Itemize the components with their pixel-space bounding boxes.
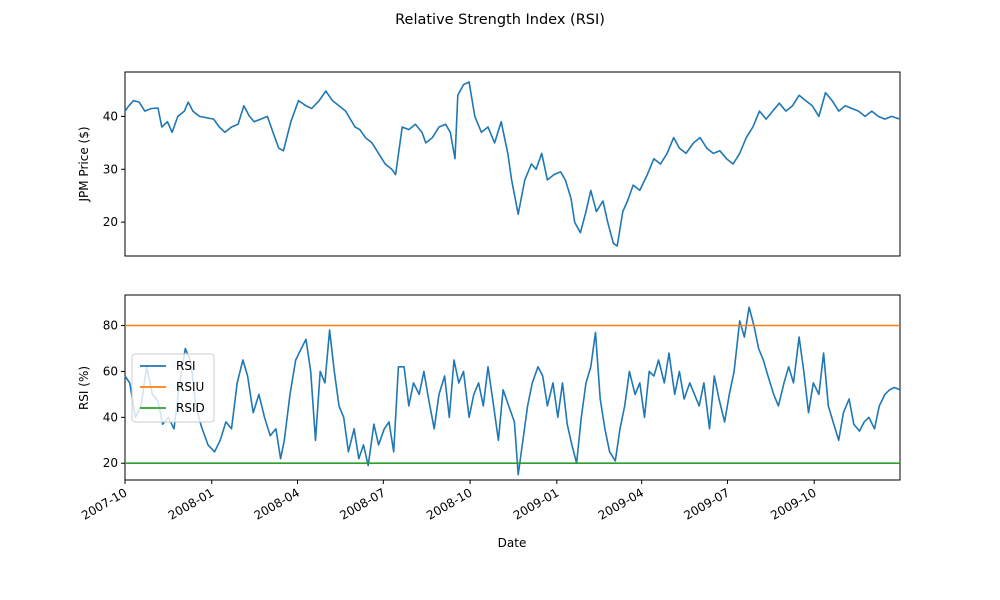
price-y-tick-label: 40 — [103, 109, 118, 123]
price-plot-frame — [124, 71, 901, 257]
rsi-y-tick-label: 60 — [103, 364, 118, 378]
legend-label-rsid: RSID — [176, 401, 205, 415]
x-tick-label: 2009-07 — [682, 485, 732, 522]
legend-box — [131, 353, 215, 423]
price-y-axis-title: JPM Price ($) — [77, 126, 91, 202]
price-y-tick-label: 30 — [103, 162, 118, 176]
legend-label-rsi: RSI — [176, 359, 196, 373]
rsi-lines — [124, 306, 901, 476]
price-y-axis: 20 30 40 — [103, 109, 125, 229]
rsi-y-tick-label: 20 — [103, 456, 118, 470]
x-axis-title: Date — [498, 536, 527, 550]
x-tick-label: 2008-01 — [166, 485, 216, 522]
x-tick-label: 2009-04 — [596, 485, 646, 522]
rsi-y-axis: 20 40 60 80 — [103, 319, 125, 470]
x-tick-label: 2009-01 — [511, 485, 561, 522]
price-series-line-price — [124, 81, 901, 247]
rsi-y-tick-label: 40 — [103, 410, 118, 424]
rsi-x-axis: 2007-10 2008-01 2008-04 2008-07 2008-10 2009-… — [79, 480, 819, 523]
rsi-y-tick-label: 80 — [103, 319, 118, 333]
x-tick-label: 2009-10 — [768, 485, 818, 522]
rsi-y-axis-title: RSI (%) — [77, 366, 91, 410]
x-tick-label: 2008-04 — [252, 485, 302, 522]
x-tick-label: 2008-10 — [424, 485, 474, 522]
price-y-tick-label: 20 — [103, 215, 118, 229]
price-panel: 20 30 40 JPM Price ($) — [77, 71, 901, 257]
rsi-legend: RSI RSIU RSID — [131, 353, 215, 423]
x-tick-label: 2008-07 — [337, 485, 387, 522]
rsi-series-line-rsi — [124, 306, 901, 476]
rsi-plot-frame — [124, 294, 901, 481]
x-tick-label: 2007-10 — [79, 485, 129, 522]
legend-label-rsiu: RSIU — [176, 380, 204, 394]
figure-title: Relative Strength Index (RSI) — [395, 12, 605, 28]
price-lines — [124, 81, 901, 247]
